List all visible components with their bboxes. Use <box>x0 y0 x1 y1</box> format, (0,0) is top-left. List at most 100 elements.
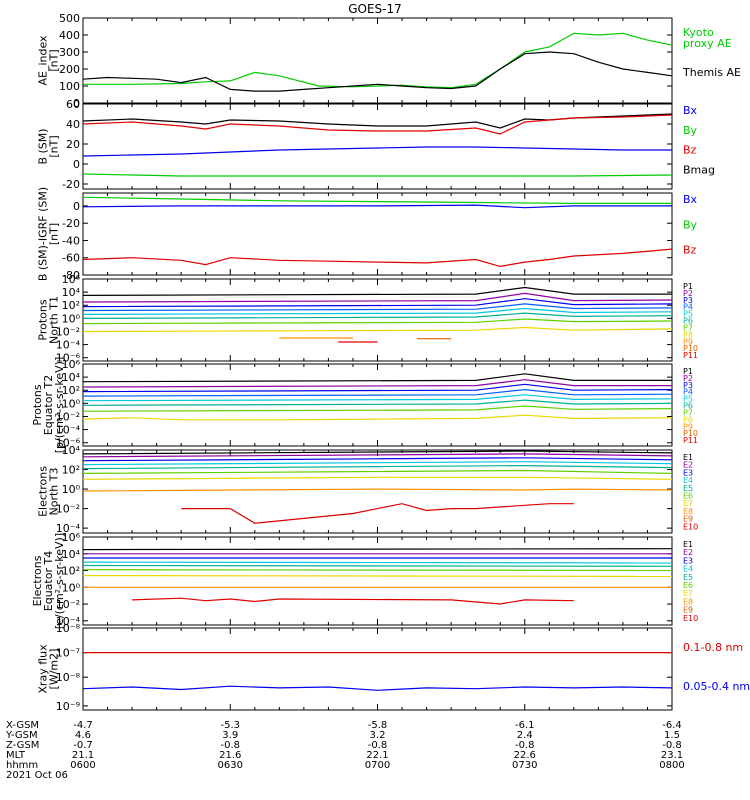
series-p4 <box>82 303 673 312</box>
x-value-hhmm: 0630 <box>218 760 243 771</box>
y-tick-label: 10⁶ <box>62 358 81 371</box>
y-axis-label: North T3 <box>48 468 61 516</box>
y-axis-label: Electrons <box>37 466 50 517</box>
y-tick-label: 10⁻⁴ <box>56 424 81 437</box>
series-by <box>82 196 672 204</box>
figure-title: GOES-17 <box>348 2 402 16</box>
legend-entry: P8 <box>683 415 693 424</box>
series-p1 <box>82 286 672 296</box>
y-tick-label: 10⁴ <box>62 286 81 299</box>
series-p4 <box>82 388 673 397</box>
y-axis-label: B (SM) <box>37 128 50 164</box>
legend-entry: 0.05-0.4 nm <box>683 680 750 693</box>
legend-entry: E6 <box>683 492 693 501</box>
y-tick-label: 10⁻² <box>56 410 80 423</box>
y-tick-label: 10⁰ <box>62 581 81 594</box>
legend-entry: E3 <box>683 468 693 477</box>
panel-3: 0 -20 -40 -60 -80 B (SM)-IGRF (SM)[nT] Bx By Bz <box>37 187 698 282</box>
series-e4 <box>82 461 673 466</box>
x-value-ygsm: 3.2 <box>370 730 386 741</box>
y-tick-label: 10⁻⁸ <box>56 622 81 635</box>
legend-entry: P5 <box>683 395 693 404</box>
legend-entry: Bx <box>683 193 698 206</box>
legend-entry: P11 <box>683 436 698 445</box>
legend-entry: Kyoto <box>683 26 714 39</box>
x-value-xgsm: -6.1 <box>515 720 535 731</box>
y-axis-label: Equator T4 <box>42 551 55 611</box>
y-axis-label: [nT] <box>48 49 61 71</box>
legend-entry: E10 <box>683 614 698 623</box>
x-value-zgsm: -0.8 <box>515 740 535 751</box>
panel-frame <box>82 17 673 104</box>
y-axis-label: Xray flux <box>37 644 50 694</box>
y-axis-label: [e/(cm²-s-sr-keV)] <box>53 533 66 629</box>
y-tick-label: 10⁻² <box>56 598 80 611</box>
series-p8 <box>82 414 673 421</box>
y-tick-label: 0 <box>73 200 80 213</box>
x-value-hhmm: 0730 <box>512 760 537 771</box>
panel-2: 60 40 20 0 -20 B (SM)[nT] Bx By Bz Bmag <box>37 98 716 191</box>
y-tick-label: 10⁻⁹ <box>56 700 80 713</box>
x-value-zgsm: -0.8 <box>662 740 682 751</box>
legend-entry: P1 <box>683 282 693 291</box>
x-value-xgsm: -6.4 <box>662 720 682 731</box>
legend-entry: E5 <box>683 484 693 493</box>
legend-entry: P9 <box>683 337 693 346</box>
x-value-ygsm: 3.9 <box>222 730 238 741</box>
legend-entry: Bz <box>683 144 697 157</box>
series-p3 <box>82 298 673 308</box>
legend-entry: P10 <box>683 344 698 353</box>
panel-8: 10⁻⁸ 10⁻⁷ 10⁻⁸ 10⁻⁹ Xray flux[W/m2] 0.1-0.8 n… <box>37 622 750 713</box>
y-axis-label: B (SM)-IGRF (SM) <box>37 187 50 281</box>
x-value-zgsm: -0.8 <box>368 740 388 751</box>
series-bz <box>82 114 673 135</box>
series-e5 <box>82 464 673 470</box>
y-tick-label: 40 <box>66 118 80 131</box>
legend-entry: P5 <box>683 310 693 319</box>
x-row-label: 2021 Oct 06 <box>6 770 68 781</box>
series-p3 <box>82 383 673 393</box>
series-by <box>82 173 673 177</box>
y-tick-label: -20 <box>62 217 80 230</box>
legend-entry: E1 <box>683 540 693 549</box>
y-axis-label: Protons <box>37 299 50 340</box>
legend-entry: E9 <box>683 606 693 615</box>
y-tick-label: 20 <box>66 138 80 151</box>
x-value-hhmm: 0700 <box>365 760 390 771</box>
legend-entry: P4 <box>683 388 693 397</box>
y-axis-label: Equator T2 <box>42 375 55 435</box>
legend-entry: P1 <box>683 367 693 376</box>
legend-entry: P3 <box>683 381 693 390</box>
y-tick-label: 10⁻⁶ <box>56 352 81 365</box>
legend-entry: E1 <box>683 453 693 462</box>
y-tick-label: 10⁻⁷ <box>56 647 80 660</box>
series-p1 <box>82 373 672 383</box>
series-p7 <box>82 318 673 325</box>
y-tick-label: 10⁻² <box>56 325 80 338</box>
y-tick-label: 10⁰ <box>62 397 81 410</box>
series-p5 <box>82 394 673 402</box>
panel-frame <box>82 536 673 626</box>
x-row-label: MLT <box>6 750 26 761</box>
legend-entry: 0.1-0.8 nm <box>683 641 743 654</box>
series-e7 <box>82 476 673 480</box>
panel-frame <box>82 627 673 711</box>
y-axis-label: [nT] <box>48 223 61 245</box>
legend-entry: E8 <box>683 507 693 516</box>
y-tick-label: 10⁴ <box>62 371 81 384</box>
x-value-mlt: 22.6 <box>514 750 536 761</box>
series-e8 <box>82 488 673 492</box>
y-axis-label: [p/(cm²-s-sr-keV)] <box>53 357 66 454</box>
legend-entry: E3 <box>683 556 693 565</box>
y-tick-label: 60 <box>66 98 80 111</box>
y-tick-label: 10⁶ <box>62 273 81 286</box>
y-tick-label: 10⁴ <box>62 548 81 561</box>
legend-entry: By <box>683 124 698 137</box>
y-tick-label: -60 <box>62 252 80 265</box>
y-tick-label: 400 <box>59 29 80 42</box>
x-value-ygsm: 1.5 <box>664 730 680 741</box>
